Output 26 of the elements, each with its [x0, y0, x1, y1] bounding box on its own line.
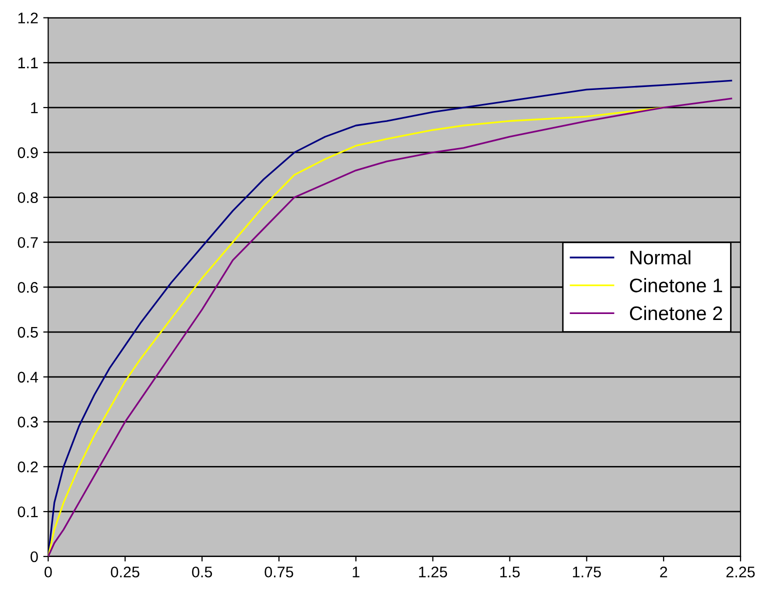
- y-tick-label: 0.3: [18, 416, 38, 428]
- x-tick-label: 2.25: [726, 566, 755, 578]
- x-tick-label: 1.5: [500, 566, 520, 578]
- y-tick-label: 0.6: [18, 282, 38, 293]
- x-tick-label: 0.25: [110, 566, 140, 578]
- y-tick-label: 0.8: [18, 192, 38, 204]
- x-tick-label: 1.75: [572, 566, 601, 578]
- y-tick-label: 0.9: [18, 147, 38, 158]
- y-tick-label: 0: [30, 551, 38, 562]
- y-tick-label: 1: [31, 102, 38, 114]
- y-tick-label: 0.2: [18, 462, 38, 472]
- legend-label: Cinetone 2: [630, 306, 722, 320]
- x-tick-label: 2: [660, 566, 668, 578]
- y-tick-label: 1.1: [18, 58, 38, 68]
- y-tick-label: 0.5: [18, 326, 38, 338]
- y-tick-label: 0.1: [18, 506, 38, 518]
- x-tick-label: 0.5: [192, 566, 212, 578]
- y-tick-label: 1.2: [18, 12, 38, 24]
- x-tick-label: 1.25: [419, 566, 448, 578]
- y-tick-label: 0.7: [18, 237, 38, 248]
- y-tick-label: 0.4: [18, 372, 38, 383]
- x-tick-label: 0.75: [264, 566, 294, 578]
- legend-label: Normal: [630, 250, 690, 264]
- legend-label: Cinetone 1: [630, 278, 722, 292]
- x-tick-label: 0: [44, 566, 52, 578]
- x-tick-label: 1: [352, 566, 360, 578]
